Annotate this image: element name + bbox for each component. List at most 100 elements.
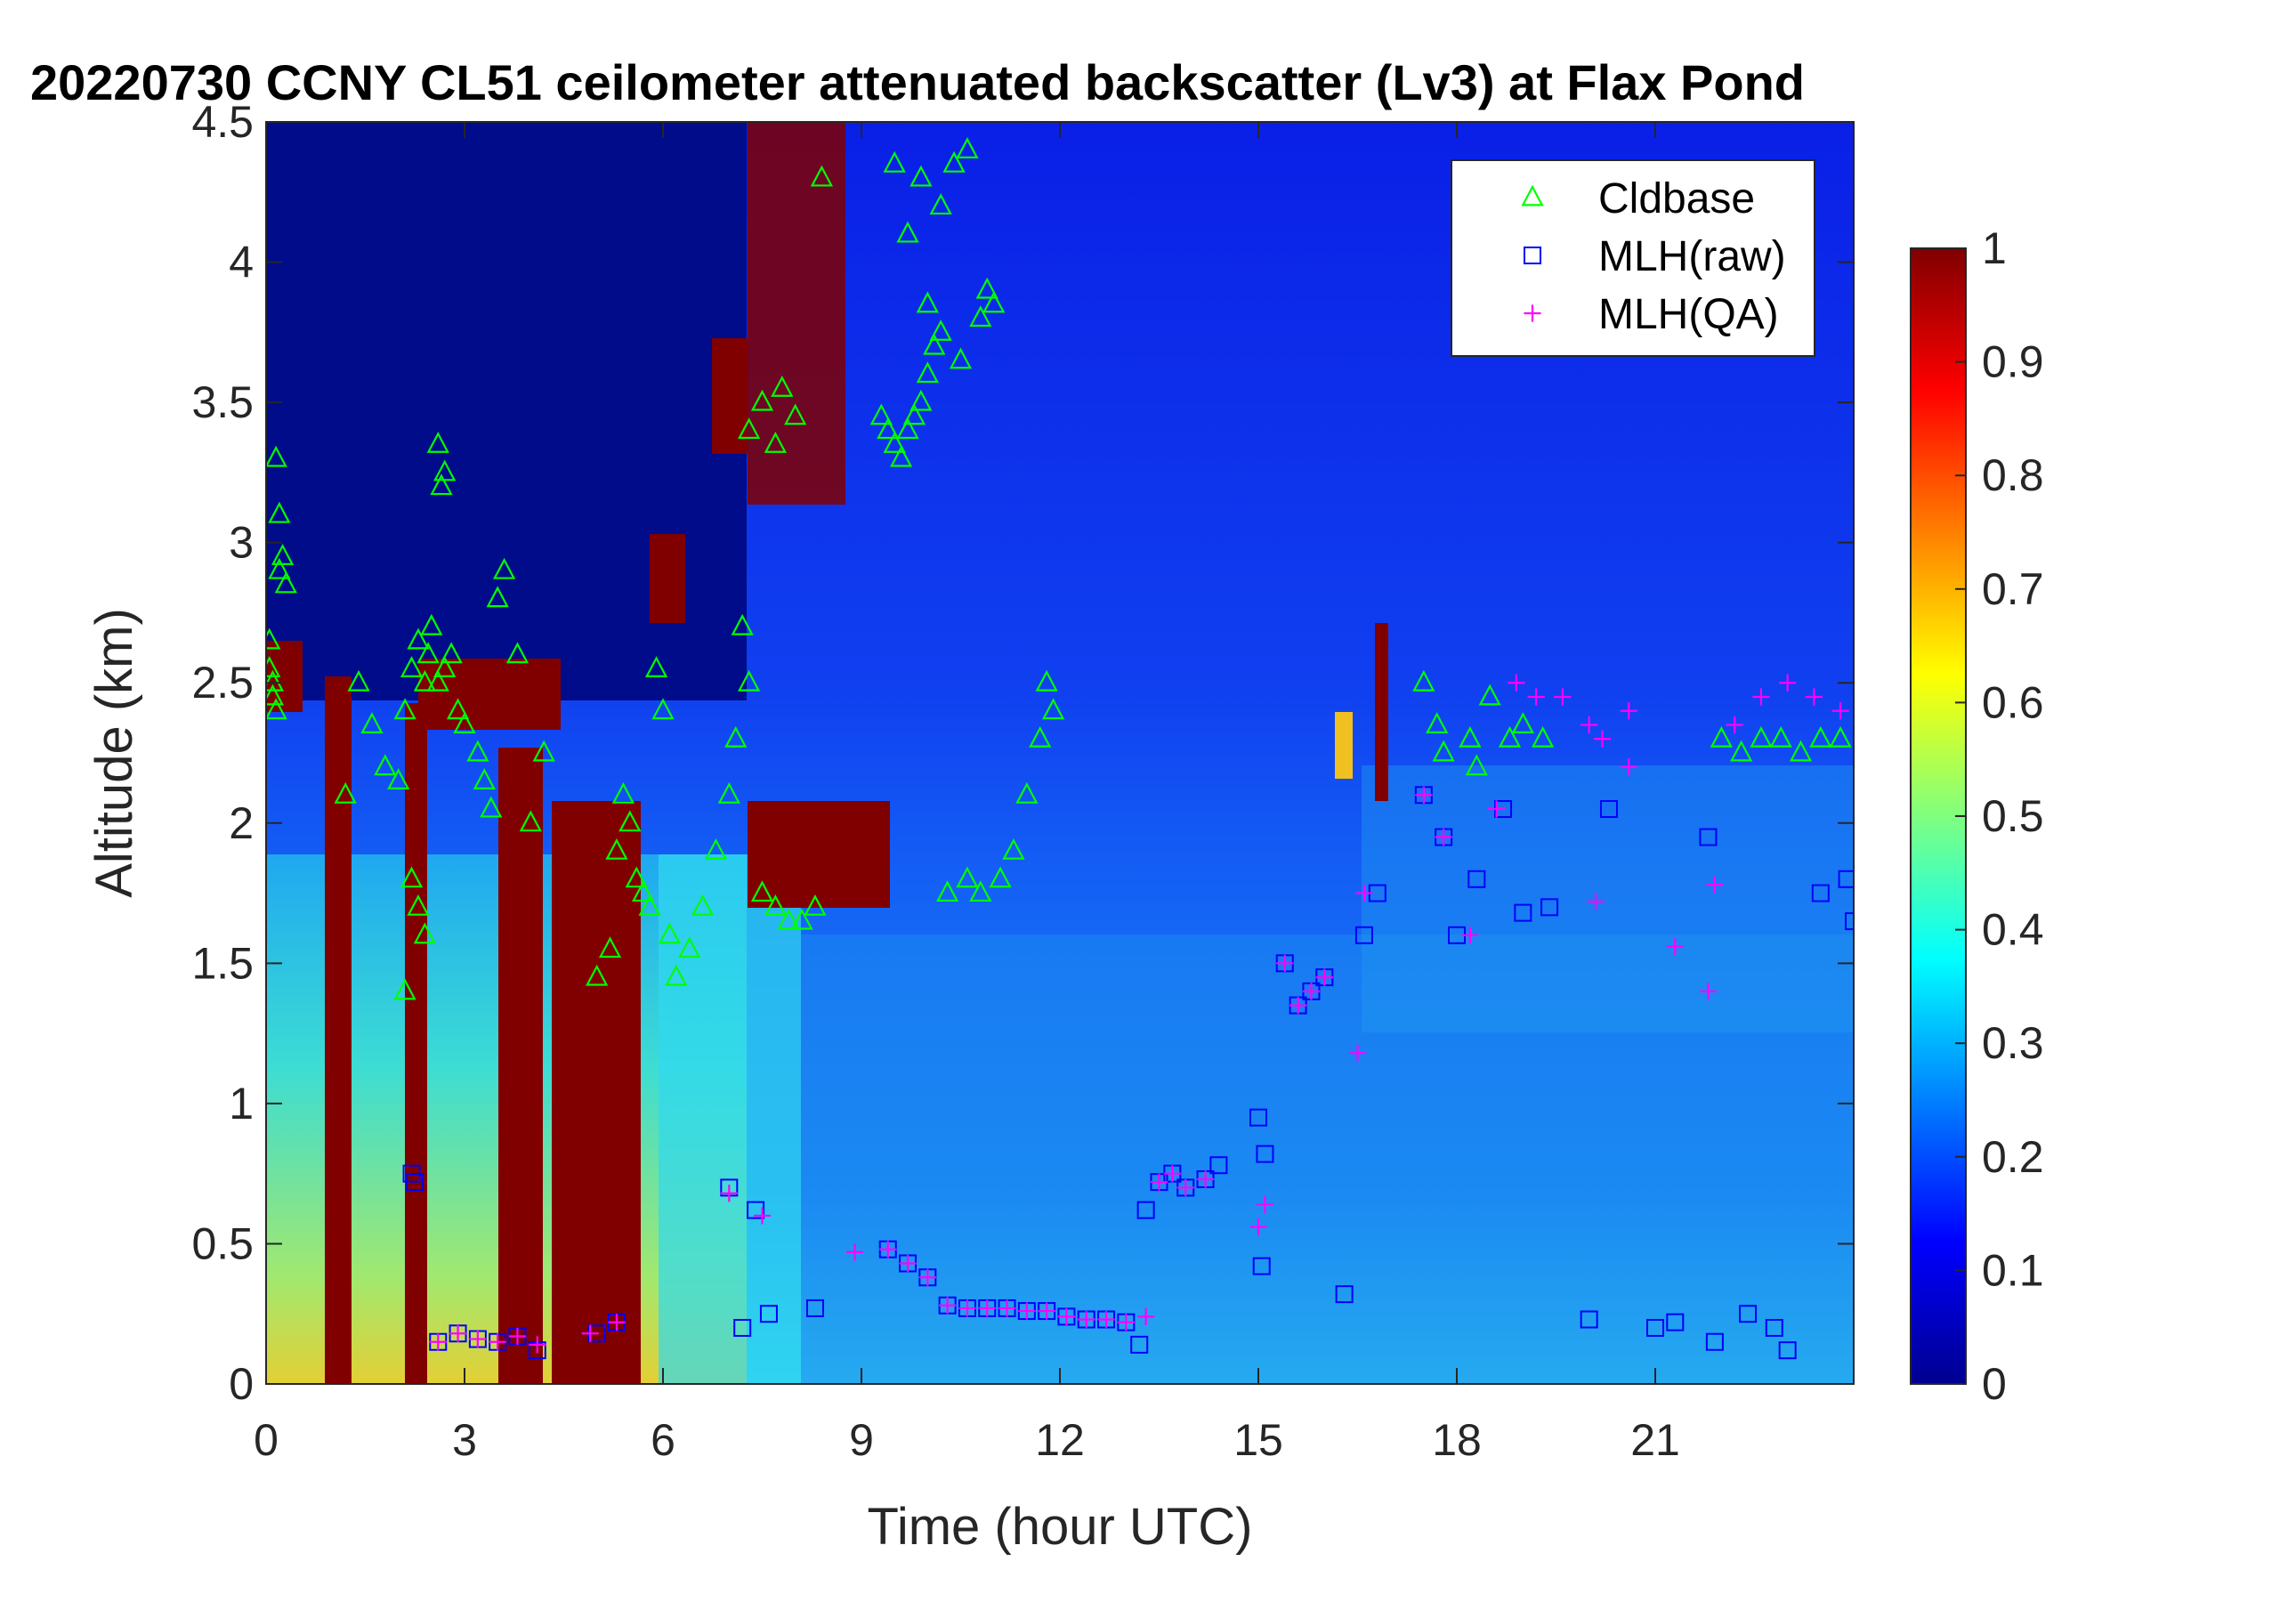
cldbase-point bbox=[334, 781, 357, 804]
x-axis: 0 3 6 9 12 15 18 21 bbox=[254, 122, 1680, 1465]
cldbase-point bbox=[1789, 740, 1813, 762]
mlh-raw-point bbox=[1699, 828, 1718, 846]
x-tick-label: 3 bbox=[452, 1415, 477, 1465]
mlh-raw-point bbox=[805, 1299, 824, 1317]
heatmap-cloud-patch-2 bbox=[418, 659, 561, 730]
cldbase-point bbox=[426, 432, 449, 453]
cldbase-point bbox=[268, 501, 291, 523]
cldbase-point bbox=[416, 642, 440, 664]
x-tick-label: 15 bbox=[1233, 1415, 1283, 1465]
mlh-raw-point bbox=[1811, 884, 1830, 902]
colorbar: 0 0.1 0.2 0.3 0.4 0.5 0.6 0.7 0.8 0.9 1 bbox=[1910, 223, 2044, 1409]
mlh-raw-point bbox=[1705, 1332, 1724, 1351]
cldbase-point bbox=[916, 291, 939, 313]
mlh-raw-point bbox=[1838, 870, 1854, 888]
cldbase-point bbox=[271, 544, 295, 565]
mlh-raw-point bbox=[1256, 1145, 1274, 1163]
cldbase-point bbox=[638, 894, 661, 916]
mlh-raw-point bbox=[747, 1201, 765, 1219]
mlh-qa-point bbox=[918, 1268, 936, 1286]
mlh-qa-point bbox=[508, 1327, 527, 1346]
cldbase-point bbox=[678, 936, 701, 959]
mlh-qa-point bbox=[1018, 1302, 1036, 1320]
y-tick-label: 1.5 bbox=[191, 938, 254, 988]
cldbase-point bbox=[877, 417, 900, 440]
mlh-qa-point bbox=[1117, 1314, 1135, 1331]
cldbase-point bbox=[1029, 725, 1052, 748]
x-tick-label: 18 bbox=[1432, 1415, 1482, 1465]
mlh-raw-point bbox=[1765, 1318, 1783, 1337]
cldbase-point bbox=[625, 866, 648, 888]
mlh-qa-point bbox=[1581, 716, 1598, 734]
heatmap-cloud-shaft-2 bbox=[405, 703, 427, 1384]
y-tick-label: 3.5 bbox=[191, 377, 254, 427]
cldbase-point bbox=[433, 459, 457, 481]
mlh-qa-point bbox=[1078, 1310, 1095, 1329]
mlh-qa-point bbox=[1752, 688, 1770, 706]
heatmap-cloud-patch-4 bbox=[712, 338, 748, 454]
cldbase-point bbox=[374, 754, 397, 776]
colorbar-tick-label: 0.4 bbox=[1982, 905, 2044, 955]
y-tick-label: 2 bbox=[229, 798, 254, 848]
cldbase-point bbox=[387, 768, 410, 790]
marker-layer bbox=[266, 137, 1854, 1360]
cldbase-point bbox=[929, 319, 952, 341]
mlh-qa-point bbox=[978, 1299, 996, 1317]
x-tick-label: 21 bbox=[1630, 1415, 1680, 1465]
mlh-qa-point bbox=[1805, 688, 1823, 706]
legend-cldbase-label: Cldbase bbox=[1598, 175, 1755, 222]
mlh-raw-point bbox=[1249, 1108, 1267, 1127]
cldbase-point bbox=[433, 656, 457, 677]
cldbase-point bbox=[1809, 725, 1832, 748]
mlh-qa-point bbox=[1302, 983, 1321, 1000]
mlh-qa-point bbox=[998, 1299, 1016, 1317]
y-tick-label: 1 bbox=[229, 1079, 254, 1129]
mlh-qa-point bbox=[1699, 983, 1718, 1000]
cldbase-point bbox=[956, 137, 979, 159]
cldbase-point bbox=[771, 376, 794, 397]
mlh-qa-point bbox=[1593, 730, 1612, 748]
mlh-qa-point bbox=[1196, 1170, 1215, 1188]
cldbase-point bbox=[266, 445, 287, 467]
cldbase-point bbox=[1498, 725, 1522, 748]
cldbase-point bbox=[605, 837, 628, 860]
cldbase-point bbox=[400, 656, 424, 677]
cldbase-point bbox=[266, 656, 281, 677]
cldbase-point bbox=[1532, 725, 1555, 748]
y-tick-label: 4 bbox=[229, 238, 254, 287]
cldbase-point bbox=[902, 403, 926, 425]
mlh-qa-point bbox=[1289, 997, 1307, 1015]
heatmap-cloud-shaft-1 bbox=[325, 676, 352, 1384]
chart-title: 20220730 CCNY CL51 ceilometer attenuated… bbox=[30, 54, 1805, 110]
cldbase-point bbox=[738, 417, 761, 440]
cldbase-point bbox=[274, 571, 297, 594]
cldbase-point bbox=[1511, 712, 1534, 733]
cldbase-point bbox=[1730, 740, 1753, 762]
cldbase-point bbox=[266, 669, 285, 692]
mlh-qa-point bbox=[429, 1333, 447, 1351]
mlh-qa-point bbox=[720, 1185, 738, 1202]
heatmap-cloud-patch-8 bbox=[1375, 623, 1388, 801]
mlh-raw-point bbox=[1130, 1335, 1149, 1354]
mlh-qa-point bbox=[449, 1324, 467, 1342]
mlh-raw-point bbox=[406, 1173, 424, 1192]
mlh-qa-point bbox=[1554, 688, 1572, 706]
colorbar-tick-label: 0.8 bbox=[1982, 450, 2044, 500]
mlh-qa-point bbox=[1488, 800, 1506, 818]
mlh-raw-point bbox=[1136, 1201, 1155, 1219]
cldbase-point bbox=[400, 866, 424, 888]
cldbase-point bbox=[956, 866, 979, 888]
cldbase-point bbox=[883, 150, 906, 173]
mlh-qa-point bbox=[1435, 828, 1452, 846]
colorbar-tick-label: 0.1 bbox=[1982, 1245, 2044, 1295]
heatmap-cloud-patch-6 bbox=[748, 801, 890, 908]
cldbase-point bbox=[611, 781, 635, 804]
cldbase-point bbox=[413, 669, 437, 692]
cldbase-point bbox=[969, 305, 992, 328]
cldbase-point bbox=[1412, 669, 1435, 692]
cldbase-point bbox=[896, 221, 919, 243]
cldbase-point bbox=[266, 627, 281, 650]
cldbase-point bbox=[618, 810, 642, 832]
x-tick-label: 12 bbox=[1035, 1415, 1085, 1465]
mlh-qa-point bbox=[939, 1297, 957, 1315]
